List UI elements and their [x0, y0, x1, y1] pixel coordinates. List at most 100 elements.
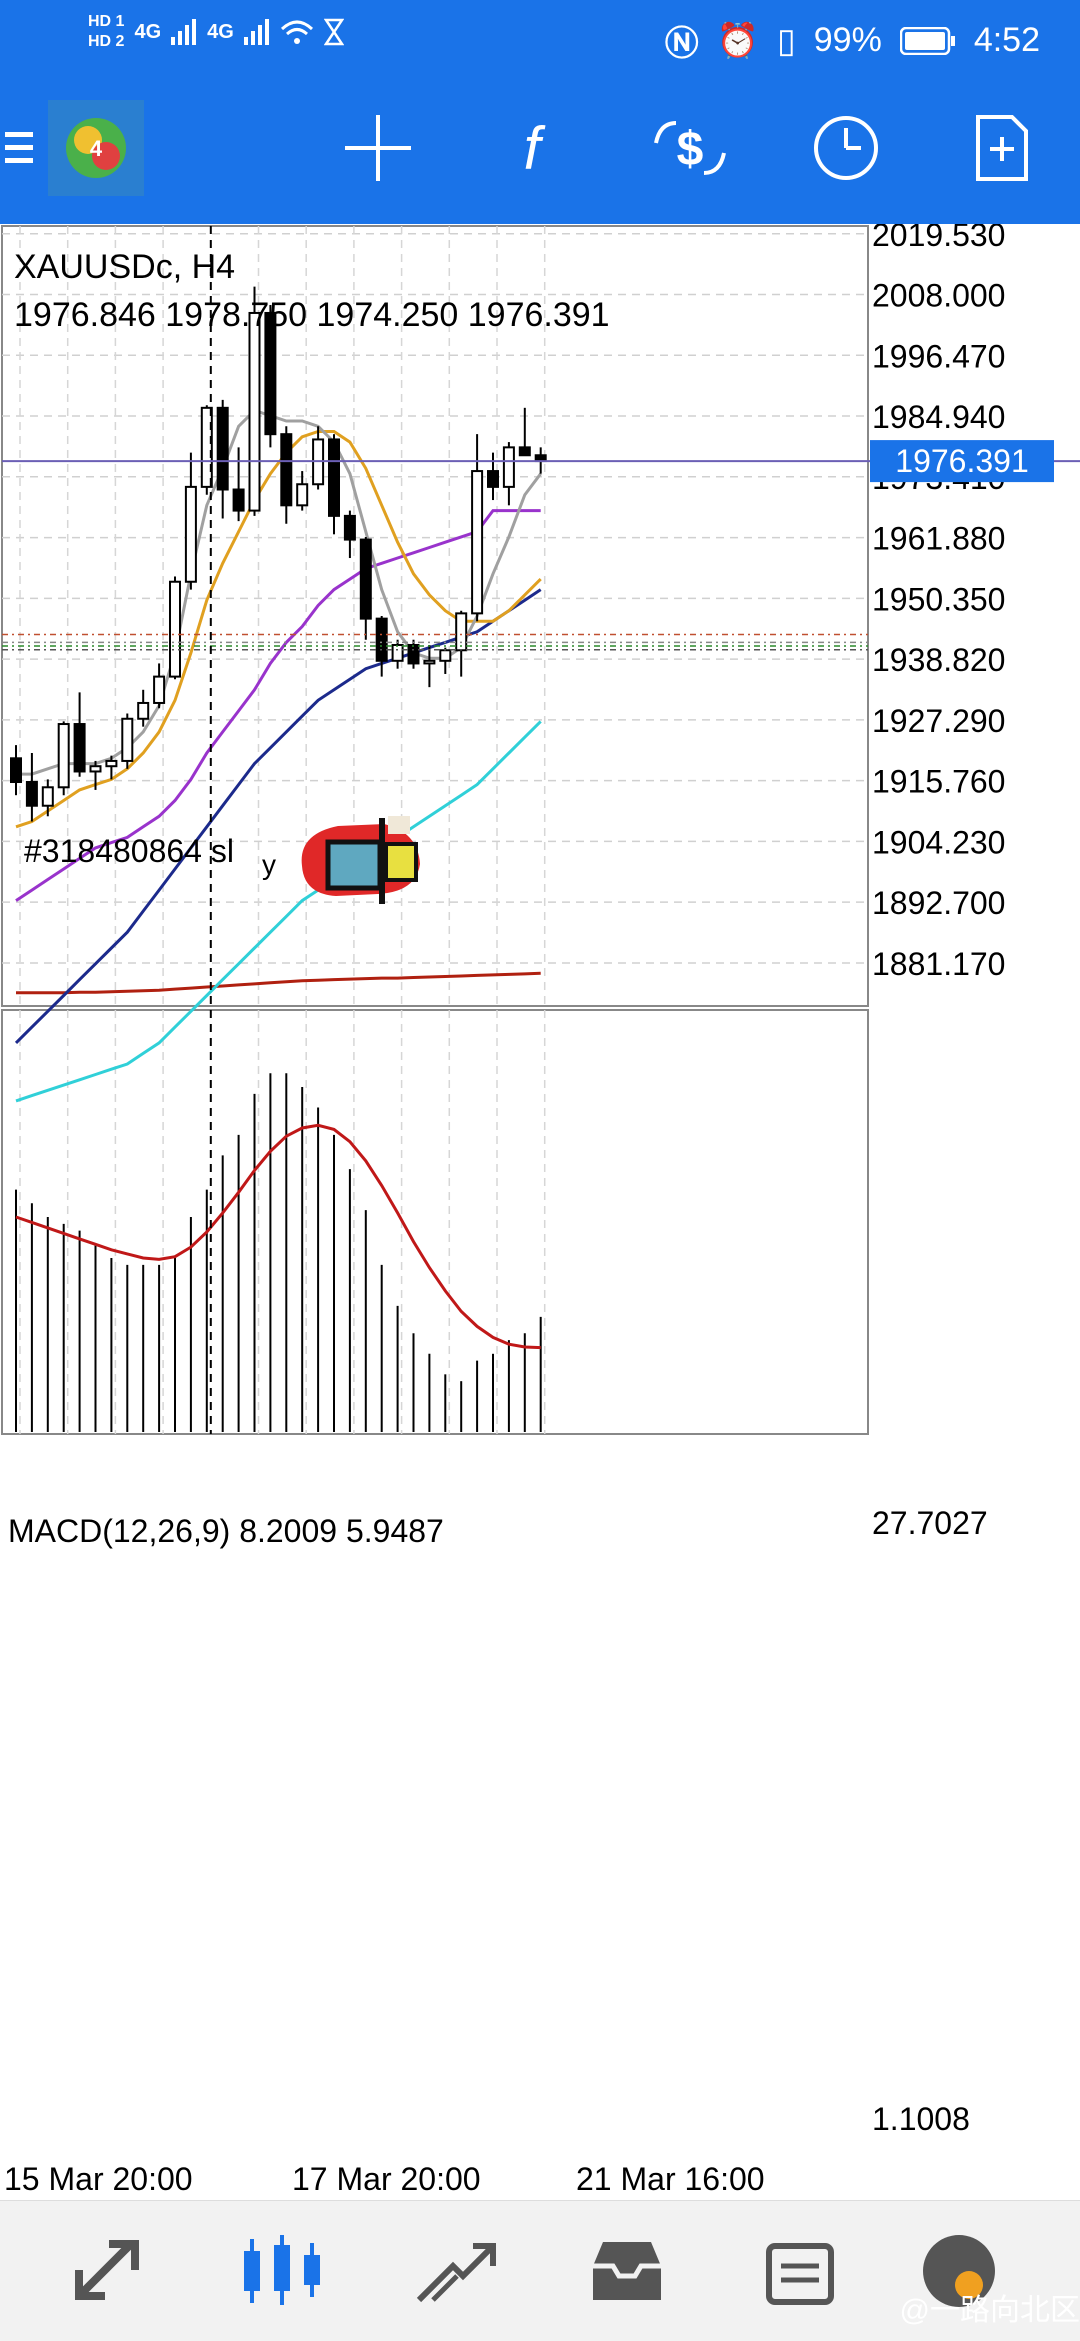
- candle-body: [296, 483, 309, 507]
- bottom-nav: @一路向北区: [0, 2200, 1080, 2341]
- price-label: 1904.230: [872, 824, 1005, 860]
- chart-canvas[interactable]: 2019.5302008.0001996.4701984.9401973.410…: [0, 217, 1080, 2200]
- candle-body: [200, 406, 213, 488]
- time-label-3: 21 Mar 16:00: [576, 2161, 765, 2197]
- price-label: 2008.000: [872, 278, 1005, 314]
- wifi-icon: [280, 20, 313, 44]
- hourglass-icon: [323, 18, 344, 46]
- ma-purple-line: [15, 509, 541, 902]
- svg-text:$: $: [677, 123, 704, 176]
- candle-body: [41, 786, 54, 807]
- candle-body: [169, 580, 181, 678]
- objects-icon[interactable]: $: [640, 98, 740, 198]
- watermark: @一路向北区: [899, 2294, 1080, 2327]
- candle-body: [471, 470, 484, 615]
- time-label-1: 15 Mar 20:00: [4, 2161, 193, 2197]
- avatar-icon[interactable]: [914, 2231, 1004, 2311]
- candle-body: [10, 757, 22, 784]
- macd-max-label: 27.7027: [872, 1505, 988, 1541]
- candle-body: [423, 659, 436, 665]
- moving-averages: [14, 408, 542, 1103]
- macd-pane-frame: [1, 1009, 869, 1435]
- new-order-icon[interactable]: [952, 98, 1052, 198]
- price-label: 1938.820: [872, 642, 1005, 678]
- svg-text:1976.391: 1976.391: [895, 443, 1028, 479]
- candle-body: [216, 406, 229, 491]
- menu-icon[interactable]: [0, 98, 40, 198]
- macd-title: MACD(12,26,9) 8.2009 5.9487: [8, 1513, 444, 1549]
- nfc-icon: Ⓝ: [664, 25, 699, 63]
- candle-body: [25, 781, 38, 807]
- candle-body: [248, 311, 261, 512]
- clock-time: 4:52: [973, 21, 1040, 59]
- symbol-title: XAUUSDc, H4: [14, 248, 235, 286]
- order-marker-icon[interactable]: [301, 816, 420, 904]
- signal-bars-icon: [171, 19, 197, 45]
- price-label: 1892.700: [872, 885, 1005, 921]
- candle-body: [137, 701, 150, 720]
- history-icon[interactable]: [582, 2231, 672, 2311]
- main-pane-frame: [1, 225, 869, 1007]
- price-label: 1961.880: [872, 521, 1005, 557]
- signal-1: 4G: [134, 20, 162, 43]
- signal-bars-icon: [243, 19, 269, 45]
- candle-body: [439, 649, 452, 662]
- macd-min-label: 1.1008: [872, 2101, 970, 2137]
- ohlc-values: 1976.846 1978.750 1974.250 1976.391: [14, 296, 610, 334]
- status-bar: HD 1 HD 2 4G 4G Ⓝ ⏰ ▯ 99% 4:52: [0, 0, 1080, 78]
- candle-body: [105, 759, 118, 768]
- ma-orange-line: [15, 430, 542, 829]
- indicators-icon[interactable]: f: [482, 98, 582, 198]
- candle-body: [343, 514, 356, 541]
- price-label: 1881.170: [872, 946, 1005, 982]
- candle-body: [121, 717, 134, 762]
- ma-red-line: [16, 971, 541, 995]
- candle-body: [487, 470, 499, 488]
- time-label-2: 17 Mar 20:00: [292, 2161, 481, 2197]
- ma-gray-line: [16, 408, 542, 776]
- candle-body: [57, 723, 70, 789]
- order-label[interactable]: #318480864 sl: [24, 833, 234, 869]
- alarm-icon: ⏰: [716, 21, 760, 60]
- trade-icon[interactable]: [410, 2231, 500, 2311]
- chart-area[interactable]: 2019.5302008.0001996.4701984.9401973.410…: [0, 217, 1080, 2200]
- price-label: 1984.940: [872, 399, 1005, 435]
- order-label-suffix: y: [262, 849, 276, 880]
- candle-body: [264, 311, 277, 436]
- svg-text:4: 4: [90, 136, 103, 161]
- price-label: 1915.760: [872, 764, 1005, 800]
- price-label: 2019.530: [872, 224, 1005, 253]
- grid-lines: 2019.5302008.0001996.4701984.9401973.410…: [1, 217, 1005, 1435]
- candle-body: [89, 765, 102, 773]
- ma-cyan-line: [15, 720, 542, 1103]
- candle-body: [73, 723, 86, 773]
- hd-indicator: HD 1 HD 2: [88, 13, 125, 50]
- messages-icon[interactable]: [758, 2231, 848, 2311]
- svg-text:f: f: [524, 115, 546, 182]
- crosshair-icon[interactable]: [328, 98, 428, 198]
- candle-body: [153, 675, 166, 704]
- price-label: 1996.470: [872, 338, 1005, 374]
- battery-icon: [899, 26, 955, 55]
- candle-body: [232, 488, 245, 512]
- status-left: HD 1 HD 2 4G 4G: [88, 12, 344, 52]
- candle-body: [391, 643, 404, 662]
- timeframe-icon[interactable]: [796, 98, 896, 198]
- candle-body: [518, 446, 531, 457]
- price-label: 1950.350: [872, 581, 1005, 617]
- macd-histogram: [15, 1073, 542, 1432]
- signal-2: 4G: [207, 20, 234, 43]
- ma-navy-line: [14, 588, 542, 1044]
- candle-body: [184, 485, 197, 583]
- current-price-tag: 1976.391: [870, 440, 1054, 483]
- macd-signal-line: [15, 1123, 541, 1350]
- candle-body: [455, 612, 468, 652]
- candle-body: [375, 617, 388, 662]
- candle-body: [502, 446, 515, 488]
- chart-icon[interactable]: [236, 2231, 326, 2311]
- candle-body: [407, 643, 420, 665]
- price-label: 1927.290: [872, 703, 1005, 739]
- battery-percent: 99%: [813, 21, 882, 59]
- candle-body: [280, 433, 293, 507]
- quotes-icon[interactable]: [64, 2231, 154, 2311]
